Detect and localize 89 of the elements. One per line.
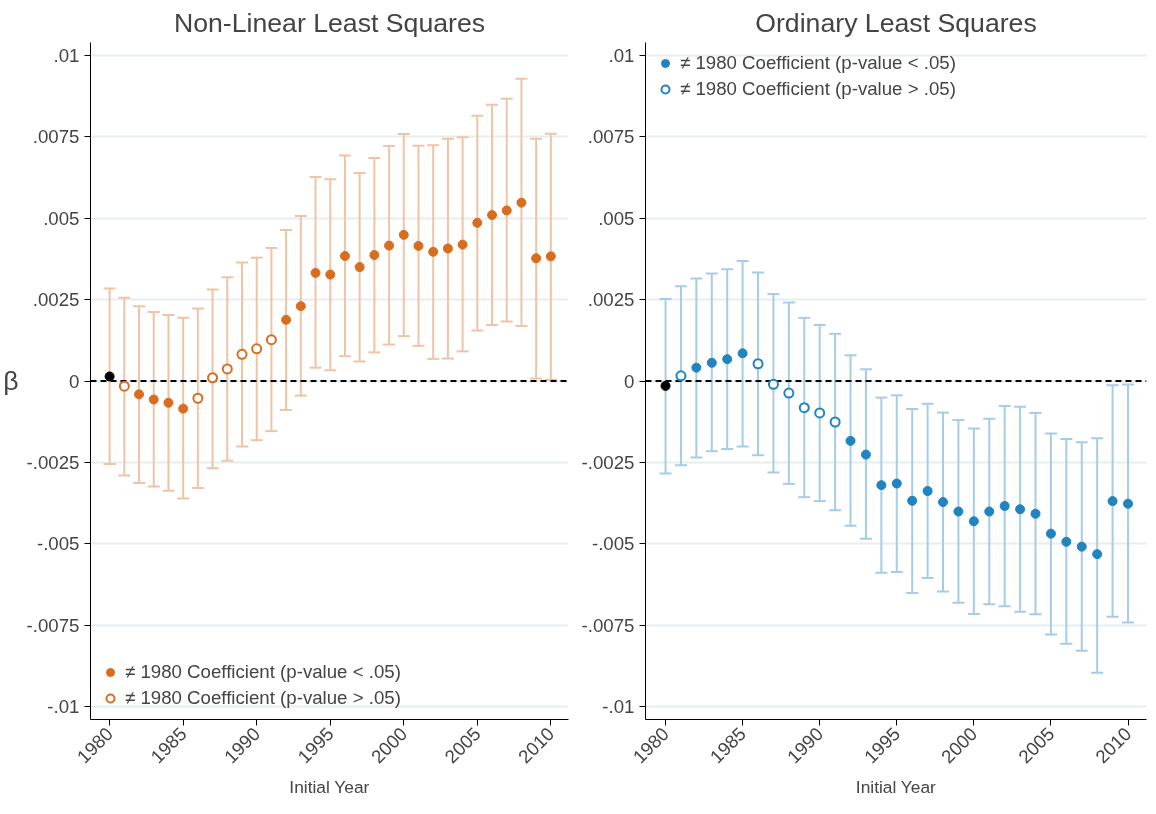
- point: [457, 239, 468, 250]
- point: [798, 402, 810, 414]
- point: [104, 371, 115, 382]
- point: [251, 343, 263, 355]
- point: [675, 370, 687, 382]
- point: [984, 506, 995, 517]
- point: [516, 197, 527, 208]
- point: [545, 251, 556, 262]
- point: [442, 243, 453, 254]
- y-tick-label: .0025: [32, 289, 80, 311]
- point: [134, 389, 145, 400]
- point: [922, 486, 933, 496]
- point: [845, 435, 856, 446]
- point: [531, 253, 542, 264]
- y-tick-label: .01: [608, 45, 635, 67]
- y-tick-label: 0: [69, 370, 80, 392]
- legend-label: ≠ 1980 Coefficient (p-value > .05): [125, 687, 401, 709]
- point: [118, 380, 130, 392]
- point: [706, 357, 717, 368]
- point: [953, 506, 964, 517]
- point: [814, 407, 826, 419]
- legend-label: ≠ 1980 Coefficient (p-value < .05): [125, 661, 401, 683]
- point: [1045, 528, 1056, 539]
- point: [384, 240, 395, 251]
- point: [281, 314, 292, 325]
- point: [501, 205, 512, 216]
- y-tick-label: .0025: [587, 289, 635, 311]
- y-tick-label: -.005: [36, 533, 80, 555]
- point: [413, 240, 424, 251]
- y-tick-label: .01: [53, 45, 80, 67]
- point: [691, 362, 702, 373]
- point: [829, 416, 841, 428]
- point: [1076, 541, 1087, 552]
- point: [236, 348, 248, 360]
- point: [968, 516, 979, 527]
- y-tick-label: -.0025: [581, 451, 635, 473]
- point: [1123, 498, 1133, 509]
- y-tick-label: .005: [43, 207, 80, 229]
- point: [472, 217, 483, 228]
- y-tick-label: -.01: [602, 695, 635, 717]
- point: [907, 495, 918, 506]
- y-tick-label: -.0025: [26, 451, 80, 473]
- point: [1092, 549, 1103, 560]
- y-axis-title: β: [3, 366, 19, 396]
- y-tick-label: .0075: [587, 126, 635, 148]
- point: [163, 397, 174, 408]
- y-tick-label: -.0075: [26, 614, 80, 636]
- chart-title: Non-Linear Least Squares: [173, 7, 486, 38]
- point: [295, 301, 306, 312]
- point: [428, 246, 439, 257]
- y-tick-label: -.01: [47, 695, 80, 717]
- point: [192, 392, 204, 404]
- point: [752, 358, 764, 370]
- point: [325, 269, 336, 280]
- point: [891, 478, 902, 489]
- point: [310, 267, 321, 278]
- y-tick-label: -.0075: [581, 614, 635, 636]
- point: [876, 480, 887, 491]
- point: [148, 394, 159, 405]
- point: [1030, 508, 1041, 519]
- legend-label: ≠ 1980 Coefficient (p-value < .05): [680, 52, 956, 74]
- point: [737, 348, 748, 359]
- y-tick-label: .0075: [32, 126, 80, 148]
- point: [221, 363, 233, 375]
- point: [660, 380, 671, 391]
- y-tick-label: -.005: [591, 533, 635, 555]
- point: [398, 229, 409, 240]
- point: [178, 403, 189, 414]
- point: [722, 354, 733, 365]
- x-axis-title: Initial Year: [289, 777, 370, 798]
- point: [783, 387, 795, 399]
- x-axis-title: Initial Year: [855, 777, 937, 798]
- point: [860, 449, 871, 460]
- point: [487, 210, 498, 220]
- point: [999, 500, 1010, 511]
- y-tick-label: .005: [598, 207, 635, 229]
- legend-label: ≠ 1980 Coefficient (p-value > .05): [680, 78, 956, 100]
- point: [265, 334, 277, 346]
- point: [1015, 504, 1026, 515]
- point: [1061, 536, 1072, 547]
- y-tick-label: 0: [624, 370, 635, 392]
- point: [369, 250, 380, 261]
- point: [207, 372, 219, 384]
- point: [1107, 496, 1118, 507]
- point: [938, 497, 949, 508]
- chart-title: Ordinary Least Squares: [755, 7, 1037, 38]
- point: [767, 378, 779, 390]
- point: [339, 251, 350, 262]
- point: [354, 262, 365, 273]
